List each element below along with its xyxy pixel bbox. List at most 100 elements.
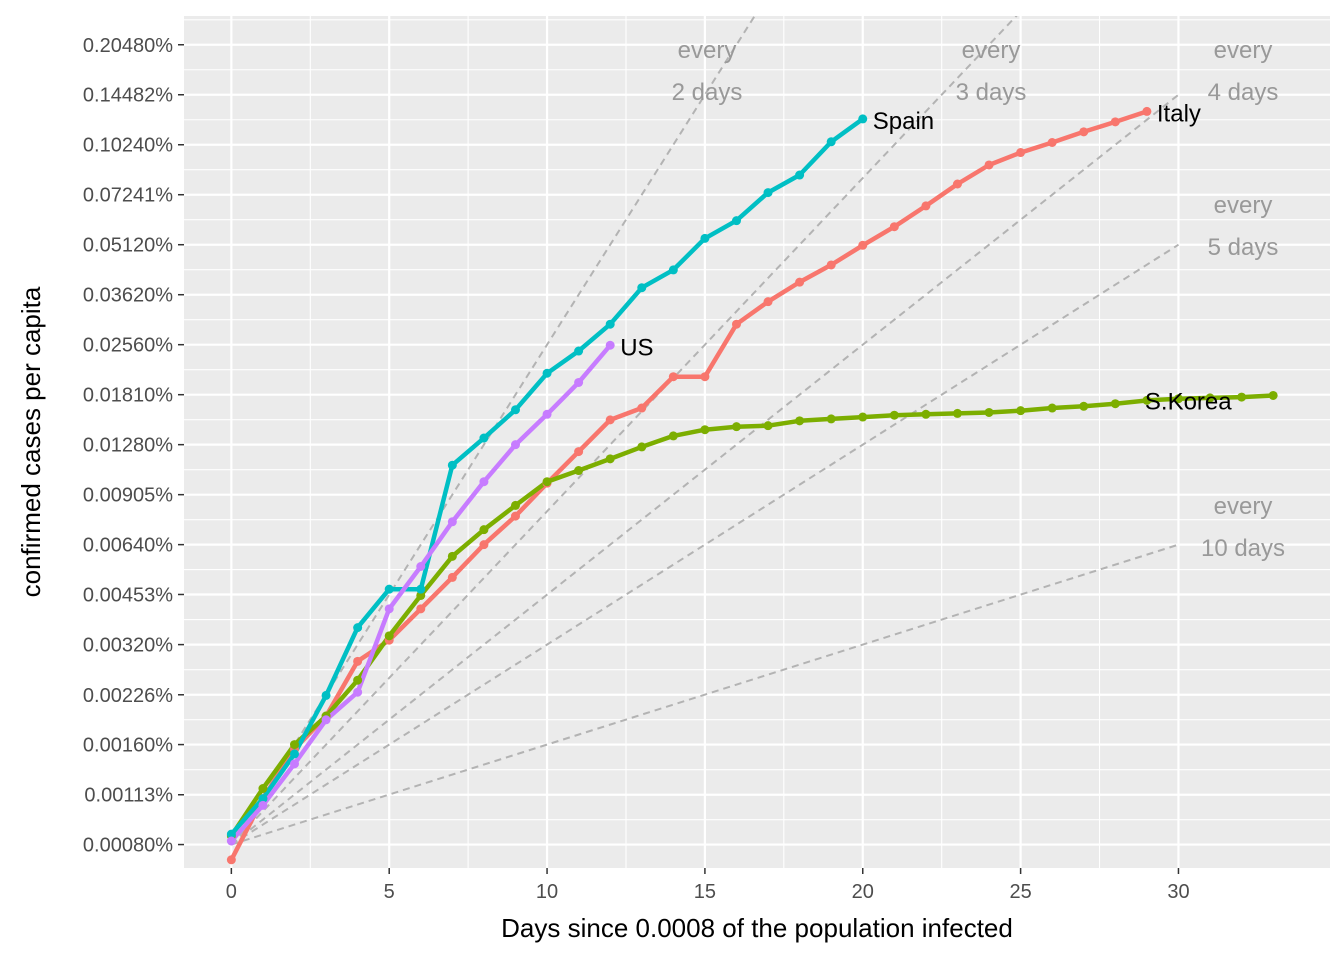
- reference-label-3-days: 3 days: [956, 79, 1027, 106]
- point-s-korea: [731, 422, 741, 432]
- x-axis-title: Days since 0.0008 of the population infe…: [501, 913, 1013, 943]
- point-s-korea: [984, 407, 994, 417]
- point-spain: [416, 584, 426, 594]
- reference-label-10-days: 10 days: [1201, 535, 1285, 562]
- series-line-s-korea: [229, 393, 1276, 839]
- reference-label-2-days: 2 days: [672, 79, 743, 106]
- point-spain: [731, 216, 741, 226]
- reference-label-5-days: every: [1214, 192, 1273, 219]
- series-label-spain: Spain: [873, 108, 934, 135]
- plot-panel: [184, 16, 1330, 868]
- point-italy: [416, 604, 426, 614]
- y-tick-label: 0.00226%: [83, 685, 173, 707]
- point-s-korea: [952, 408, 962, 418]
- y-tick-label: 0.00160%: [83, 735, 173, 757]
- point-s-korea: [1047, 403, 1057, 413]
- point-italy: [226, 855, 236, 865]
- point-us: [321, 715, 331, 725]
- reference-line-10-days: [231, 543, 1179, 846]
- y-tick-label: 0.14482%: [83, 85, 173, 107]
- point-s-korea: [605, 454, 615, 464]
- reference-label-10-days: every: [1214, 493, 1273, 520]
- point-spain: [795, 170, 805, 180]
- point-italy: [1016, 148, 1026, 158]
- point-spain: [510, 405, 520, 415]
- grid-minor: [184, 16, 1330, 868]
- point-s-korea: [258, 784, 268, 794]
- point-spain: [447, 460, 457, 470]
- point-italy: [668, 372, 678, 382]
- y-tick-label: 0.05120%: [83, 235, 173, 257]
- point-italy: [1142, 106, 1152, 116]
- point-spain: [479, 433, 489, 443]
- point-us: [416, 561, 426, 571]
- x-tick-label: 5: [384, 881, 395, 903]
- point-us: [353, 687, 363, 697]
- point-s-korea: [479, 525, 489, 535]
- y-axis: 0.00080% 0.00113% 0.00160% 0.00226% 0.00320%…: [83, 35, 184, 857]
- series-label-us: US: [620, 334, 653, 361]
- point-us: [510, 440, 520, 450]
- point-spain: [858, 114, 868, 124]
- y-tick-label: 0.00080%: [83, 835, 173, 857]
- point-s-korea: [826, 414, 836, 424]
- reference-line-3-days: [230, 16, 1018, 846]
- reference-label-4-days: 4 days: [1208, 79, 1279, 106]
- point-s-korea: [384, 631, 394, 641]
- point-italy: [447, 572, 457, 582]
- point-italy: [574, 447, 584, 457]
- point-italy: [605, 415, 615, 425]
- point-italy: [984, 160, 994, 170]
- series-label-italy: Italy: [1157, 100, 1201, 127]
- point-spain: [700, 233, 710, 243]
- point-spain: [605, 319, 615, 329]
- point-us: [605, 340, 615, 350]
- point-s-korea: [1173, 394, 1183, 404]
- point-spain: [289, 749, 299, 759]
- point-italy: [921, 201, 931, 211]
- point-s-korea: [763, 421, 773, 431]
- y-tick-label: 0.10240%: [83, 135, 173, 157]
- point-s-korea: [668, 431, 678, 441]
- point-spain: [542, 368, 552, 378]
- point-spain: [637, 283, 647, 293]
- point-s-korea: [1110, 399, 1120, 409]
- point-italy: [700, 372, 710, 382]
- point-spain: [226, 829, 236, 839]
- point-spain: [574, 346, 584, 356]
- x-tick-label: 15: [694, 881, 716, 903]
- point-us: [226, 836, 236, 846]
- point-s-korea: [447, 551, 457, 561]
- point-us: [384, 604, 394, 614]
- point-italy: [763, 297, 773, 307]
- point-italy: [1079, 127, 1089, 137]
- point-spain: [321, 690, 331, 700]
- point-us: [289, 759, 299, 769]
- x-tick-label: 30: [1167, 881, 1189, 903]
- point-s-korea: [510, 500, 520, 510]
- point-spain: [826, 137, 836, 147]
- x-tick-label: 0: [226, 881, 237, 903]
- point-italy: [826, 260, 836, 270]
- point-s-korea: [1237, 392, 1247, 402]
- point-italy: [889, 222, 899, 232]
- y-tick-label: 0.00113%: [84, 785, 173, 807]
- reference-labels: every 2 days every 3 days every 4 days every 5 …: [672, 37, 1285, 562]
- reference-label-3-days: every: [962, 37, 1021, 64]
- point-us: [258, 800, 268, 810]
- point-italy: [353, 656, 363, 666]
- point-s-korea: [700, 425, 710, 435]
- point-s-korea: [1079, 401, 1089, 411]
- point-us: [447, 517, 457, 527]
- point-s-korea: [795, 416, 805, 426]
- point-s-korea: [416, 590, 426, 600]
- y-tick-label: 0.07241%: [83, 185, 173, 207]
- point-italy: [731, 319, 741, 329]
- point-italy: [479, 540, 489, 550]
- reference-line-4-days: [230, 93, 1180, 846]
- point-italy: [637, 403, 647, 413]
- point-s-korea: [289, 740, 299, 750]
- point-s-korea: [889, 410, 899, 420]
- x-axis: 0 5 10 15 20 25 30: [226, 868, 1190, 903]
